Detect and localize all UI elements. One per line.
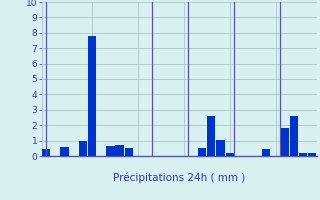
Bar: [216, 140, 225, 156]
Bar: [281, 128, 289, 156]
Bar: [198, 148, 206, 156]
Bar: [88, 36, 96, 156]
Bar: [124, 148, 133, 156]
Bar: [106, 146, 115, 156]
Bar: [207, 116, 215, 156]
Bar: [60, 147, 69, 156]
Bar: [308, 153, 316, 156]
X-axis label: Précipitations 24h ( mm ): Précipitations 24h ( mm ): [113, 173, 245, 183]
Bar: [290, 116, 298, 156]
Bar: [226, 153, 234, 156]
Bar: [42, 149, 50, 156]
Bar: [116, 145, 124, 156]
Bar: [299, 153, 307, 156]
Bar: [79, 141, 87, 156]
Bar: [262, 149, 270, 156]
